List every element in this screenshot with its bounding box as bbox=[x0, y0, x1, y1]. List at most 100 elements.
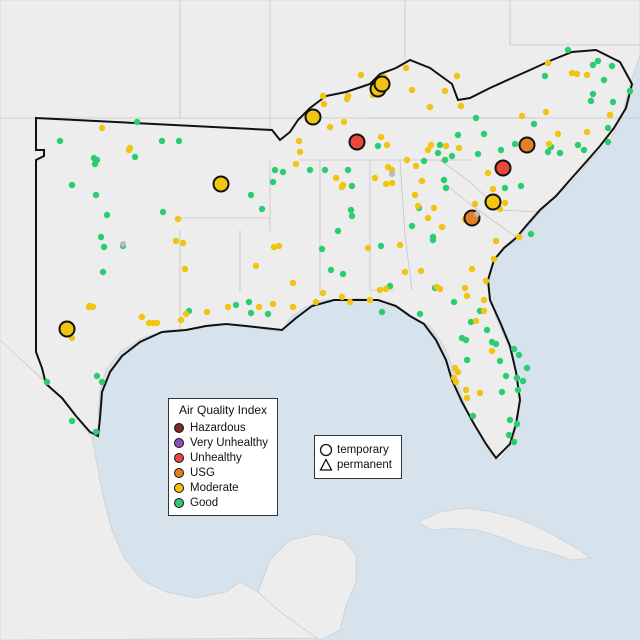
monitor-dot[interactable] bbox=[472, 114, 480, 122]
temporary-monitor-marker[interactable] bbox=[304, 108, 322, 126]
monitor-dot[interactable] bbox=[442, 142, 450, 150]
monitor-dot[interactable] bbox=[523, 364, 531, 372]
monitor-dot[interactable] bbox=[377, 242, 385, 250]
monitor-dot[interactable] bbox=[382, 285, 390, 293]
monitor-dot[interactable] bbox=[462, 336, 470, 344]
monitor-dot[interactable] bbox=[348, 182, 356, 190]
monitor-dot[interactable] bbox=[417, 267, 425, 275]
monitor-dot[interactable] bbox=[467, 318, 475, 326]
monitor-dot[interactable] bbox=[541, 72, 549, 80]
monitor-dot[interactable] bbox=[505, 431, 513, 439]
monitor-dot[interactable] bbox=[451, 364, 459, 372]
monitor-dot[interactable] bbox=[544, 148, 552, 156]
monitor-dot[interactable] bbox=[100, 243, 108, 251]
monitor-dot[interactable] bbox=[411, 191, 419, 199]
monitor-dot[interactable] bbox=[366, 296, 374, 304]
monitor-dot[interactable] bbox=[357, 71, 365, 79]
monitor-dot[interactable] bbox=[289, 303, 297, 311]
monitor-dot[interactable] bbox=[564, 46, 572, 54]
monitor-dot[interactable] bbox=[93, 372, 101, 380]
monitor-dot[interactable] bbox=[589, 61, 597, 69]
monitor-dot[interactable] bbox=[424, 214, 432, 222]
monitor-dot[interactable] bbox=[604, 138, 612, 146]
monitor-dot[interactable] bbox=[86, 302, 94, 310]
monitor-dot[interactable] bbox=[175, 137, 183, 145]
monitor-dot[interactable] bbox=[484, 169, 492, 177]
monitor-dot[interactable] bbox=[414, 202, 422, 210]
monitor-dot[interactable] bbox=[441, 156, 449, 164]
monitor-dot[interactable] bbox=[340, 118, 348, 126]
monitor-dot[interactable] bbox=[513, 420, 521, 428]
monitor-dot[interactable] bbox=[594, 57, 602, 65]
monitor-dot[interactable] bbox=[224, 303, 232, 311]
monitor-dot[interactable] bbox=[97, 233, 105, 241]
monitor-dot[interactable] bbox=[312, 298, 320, 306]
monitor-dot[interactable] bbox=[347, 206, 355, 214]
monitor-dot[interactable] bbox=[402, 64, 410, 72]
monitor-dot[interactable] bbox=[159, 208, 167, 216]
monitor-dot[interactable] bbox=[364, 244, 372, 252]
monitor-dot[interactable] bbox=[416, 310, 424, 318]
monitor-dot[interactable] bbox=[133, 118, 141, 126]
monitor-dot[interactable] bbox=[568, 69, 576, 77]
monitor-dot[interactable] bbox=[306, 166, 314, 174]
monitor-dot[interactable] bbox=[420, 157, 428, 165]
monitor-dot[interactable] bbox=[583, 71, 591, 79]
monitor-dot[interactable] bbox=[429, 233, 437, 241]
monitor-dot[interactable] bbox=[332, 174, 340, 182]
monitor-dot[interactable] bbox=[492, 340, 500, 348]
monitor-dot[interactable] bbox=[403, 156, 411, 164]
monitor-dot[interactable] bbox=[502, 372, 510, 380]
monitor-dot[interactable] bbox=[506, 416, 514, 424]
monitor-dot[interactable] bbox=[99, 268, 107, 276]
monitor-dot[interactable] bbox=[436, 285, 444, 293]
monitor-dot[interactable] bbox=[468, 265, 476, 273]
monitor-dot[interactable] bbox=[344, 166, 352, 174]
monitor-dot[interactable] bbox=[338, 293, 346, 301]
monitor-dot[interactable] bbox=[514, 386, 522, 394]
monitor-dot[interactable] bbox=[606, 111, 614, 119]
monitor-dot[interactable] bbox=[463, 394, 471, 402]
monitor-dot[interactable] bbox=[182, 310, 190, 318]
monitor-dot[interactable] bbox=[438, 223, 446, 231]
monitor-dot[interactable] bbox=[440, 176, 448, 184]
temporary-monitor-marker[interactable] bbox=[212, 175, 230, 193]
monitor-dot[interactable] bbox=[530, 120, 538, 128]
monitor-dot[interactable] bbox=[492, 237, 500, 245]
monitor-dot[interactable] bbox=[292, 160, 300, 168]
monitor-dot[interactable] bbox=[339, 270, 347, 278]
monitor-dot[interactable] bbox=[258, 205, 266, 213]
temporary-monitor-marker[interactable] bbox=[518, 136, 536, 154]
monitor-dot[interactable] bbox=[462, 386, 470, 394]
monitor-dot[interactable] bbox=[269, 178, 277, 186]
monitor-dot[interactable] bbox=[461, 284, 469, 292]
monitor-dot[interactable] bbox=[542, 108, 550, 116]
monitor-dot[interactable] bbox=[334, 227, 342, 235]
temporary-monitor-marker[interactable] bbox=[58, 320, 76, 338]
monitor-dot[interactable] bbox=[203, 308, 211, 316]
monitor-dot[interactable] bbox=[92, 428, 100, 436]
monitor-dot[interactable] bbox=[376, 286, 384, 294]
monitor-dot[interactable] bbox=[383, 141, 391, 149]
monitor-dot[interactable] bbox=[68, 181, 76, 189]
monitor-dot[interactable] bbox=[574, 141, 582, 149]
monitor-dot[interactable] bbox=[289, 279, 297, 287]
monitor-dot[interactable] bbox=[179, 239, 187, 247]
monitor-dot[interactable] bbox=[480, 307, 488, 315]
monitor-dot[interactable] bbox=[626, 87, 634, 95]
monitor-dot[interactable] bbox=[589, 90, 597, 98]
monitor-dot[interactable] bbox=[153, 319, 161, 327]
monitor-dot[interactable] bbox=[501, 199, 509, 207]
monitor-dot[interactable] bbox=[490, 255, 498, 263]
monitor-dot[interactable] bbox=[472, 317, 480, 325]
monitor-dot[interactable] bbox=[476, 389, 484, 397]
monitor-dot[interactable] bbox=[424, 146, 432, 154]
monitor-dot[interactable] bbox=[247, 191, 255, 199]
monitor-dot[interactable] bbox=[608, 62, 616, 70]
monitor-dot[interactable] bbox=[496, 357, 504, 365]
monitor-dot[interactable] bbox=[343, 95, 351, 103]
monitor-dot[interactable] bbox=[441, 87, 449, 95]
monitor-dot[interactable] bbox=[469, 412, 477, 420]
monitor-dot[interactable] bbox=[319, 289, 327, 297]
